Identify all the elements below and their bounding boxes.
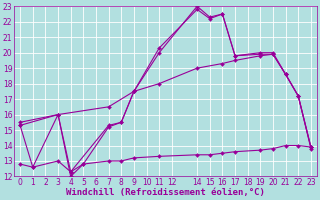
X-axis label: Windchill (Refroidissement éolien,°C): Windchill (Refroidissement éolien,°C) — [66, 188, 265, 197]
